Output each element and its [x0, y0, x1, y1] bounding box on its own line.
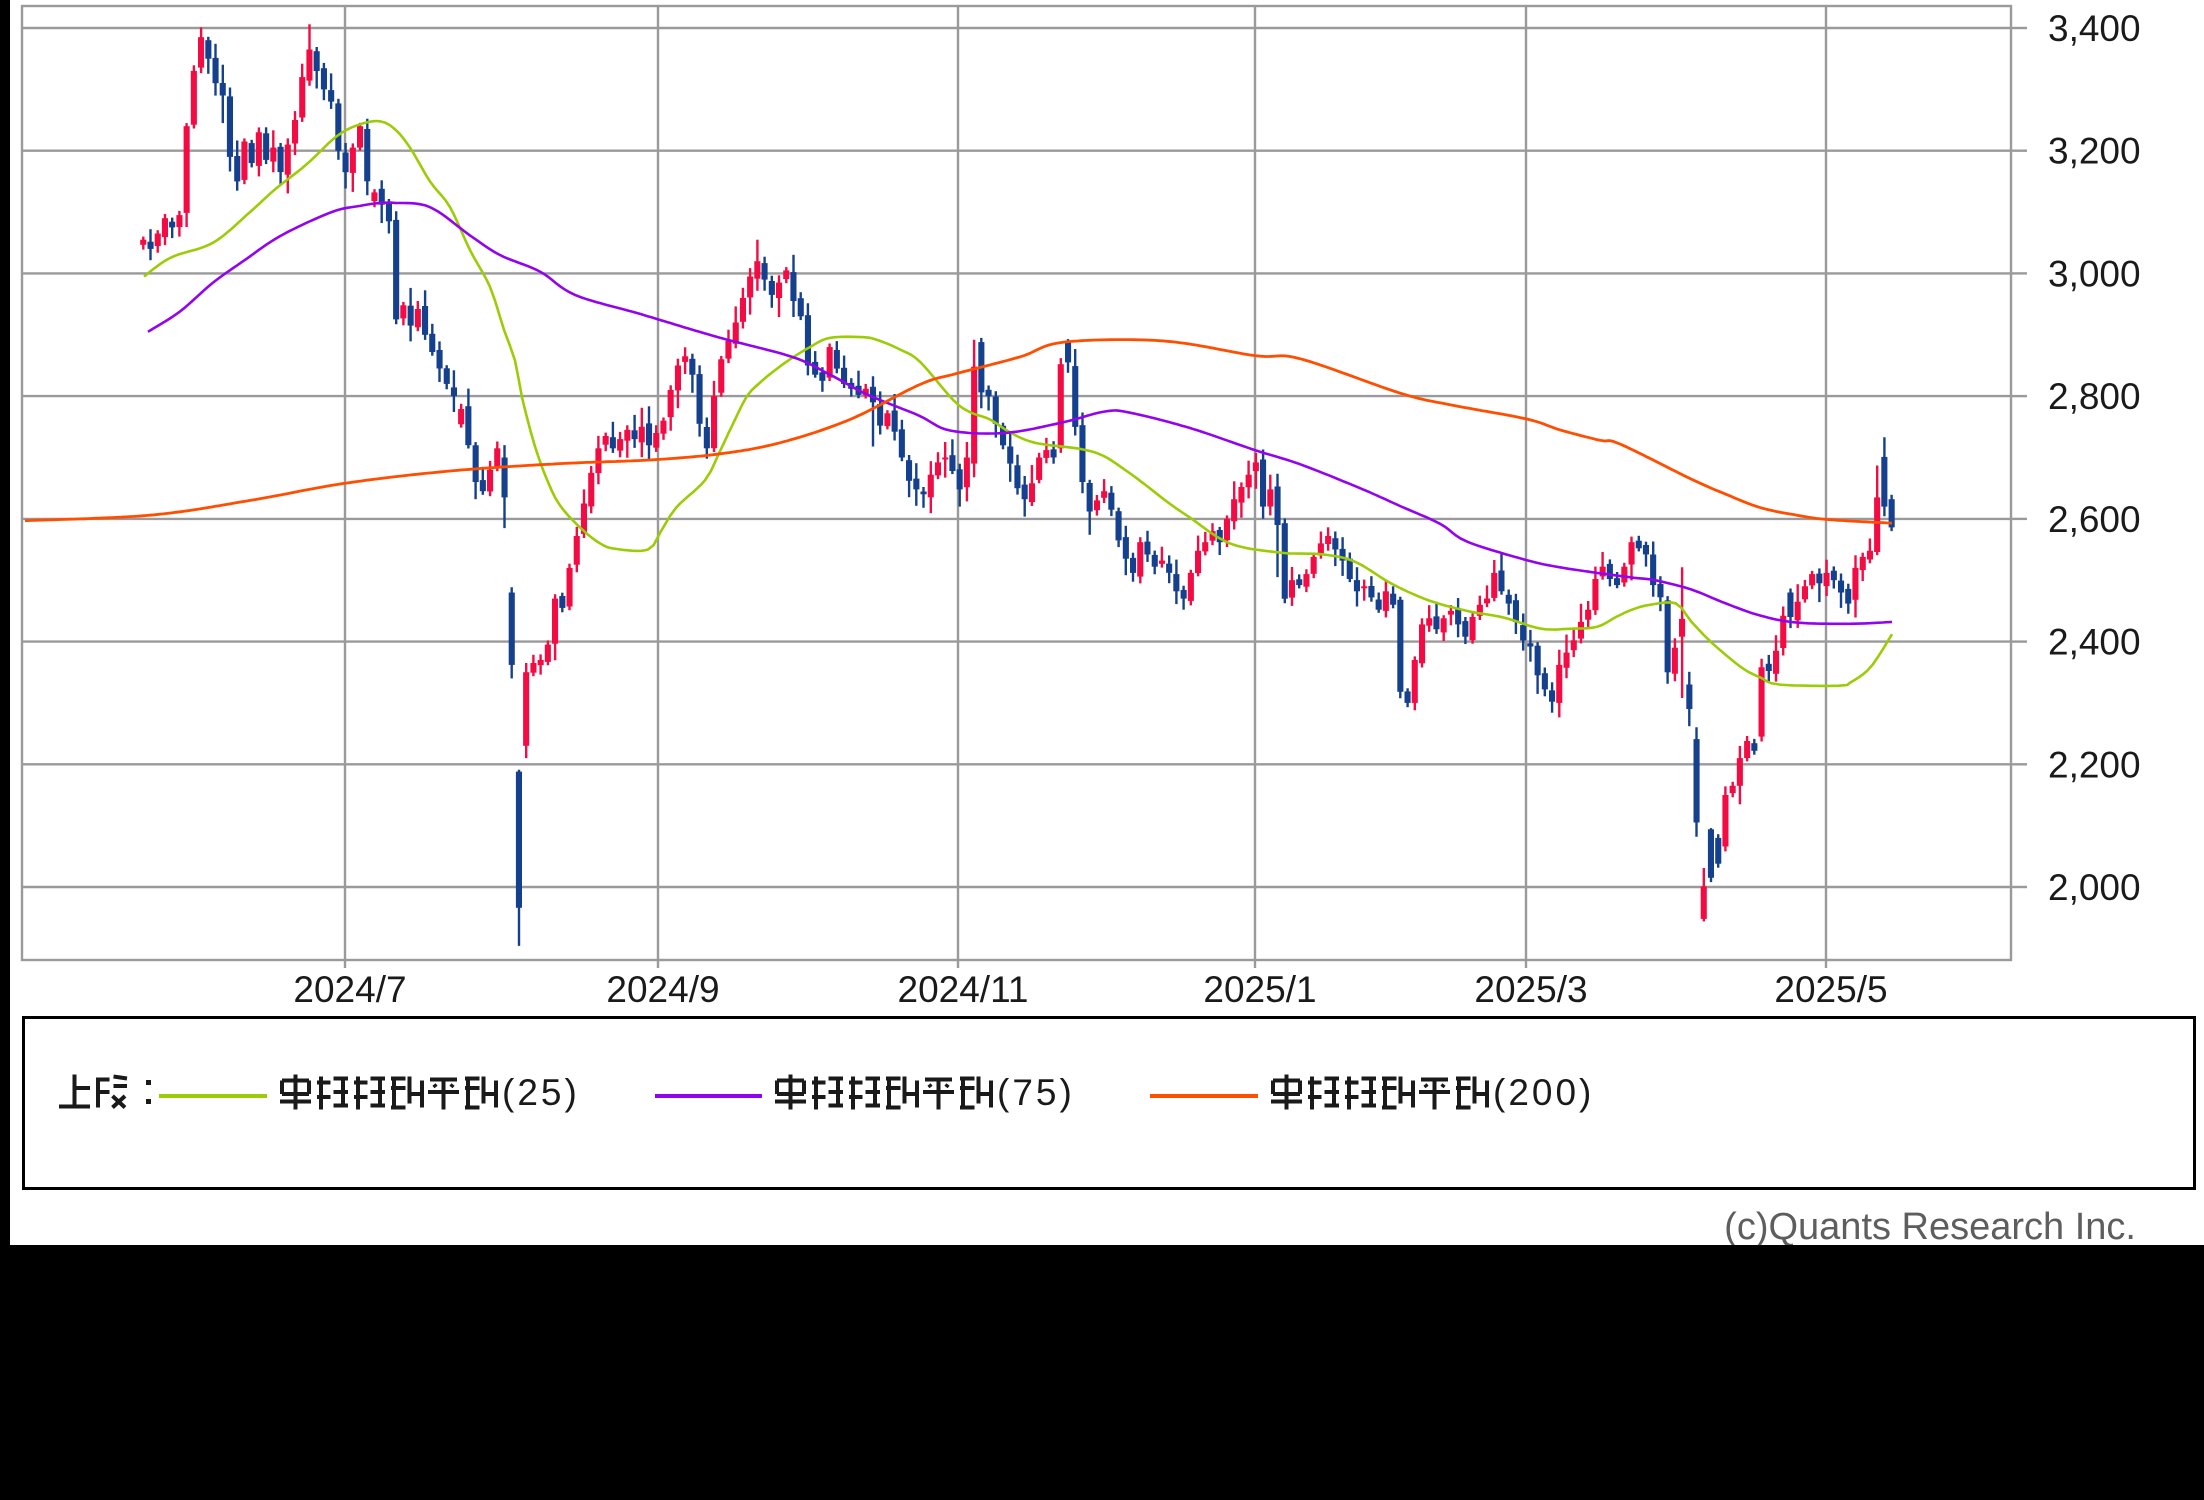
svg-text:3,400: 3,400	[2048, 8, 2141, 49]
svg-text:2025/3: 2025/3	[1474, 969, 1587, 1010]
svg-text:(75): (75)	[997, 1072, 1075, 1113]
svg-text:2025/1: 2025/1	[1203, 969, 1316, 1010]
svg-text:2024/11: 2024/11	[898, 969, 1029, 1010]
svg-text:2024/9: 2024/9	[606, 969, 719, 1010]
svg-text:(200): (200)	[1493, 1072, 1594, 1113]
svg-text:2,400: 2,400	[2048, 622, 2141, 663]
svg-text:2024/7: 2024/7	[293, 969, 406, 1010]
svg-text:3,200: 3,200	[2048, 131, 2141, 172]
svg-text:2,800: 2,800	[2048, 376, 2141, 417]
svg-text:2,000: 2,000	[2048, 867, 2141, 908]
svg-text:2,200: 2,200	[2048, 744, 2141, 785]
svg-text:2,600: 2,600	[2048, 499, 2141, 540]
svg-text:2025/5: 2025/5	[1774, 969, 1887, 1010]
svg-text:3,000: 3,000	[2048, 253, 2141, 294]
svg-text:(c)Quants Research Inc.: (c)Quants Research Inc.	[1724, 1206, 2136, 1248]
svg-text:(25): (25)	[502, 1072, 580, 1113]
